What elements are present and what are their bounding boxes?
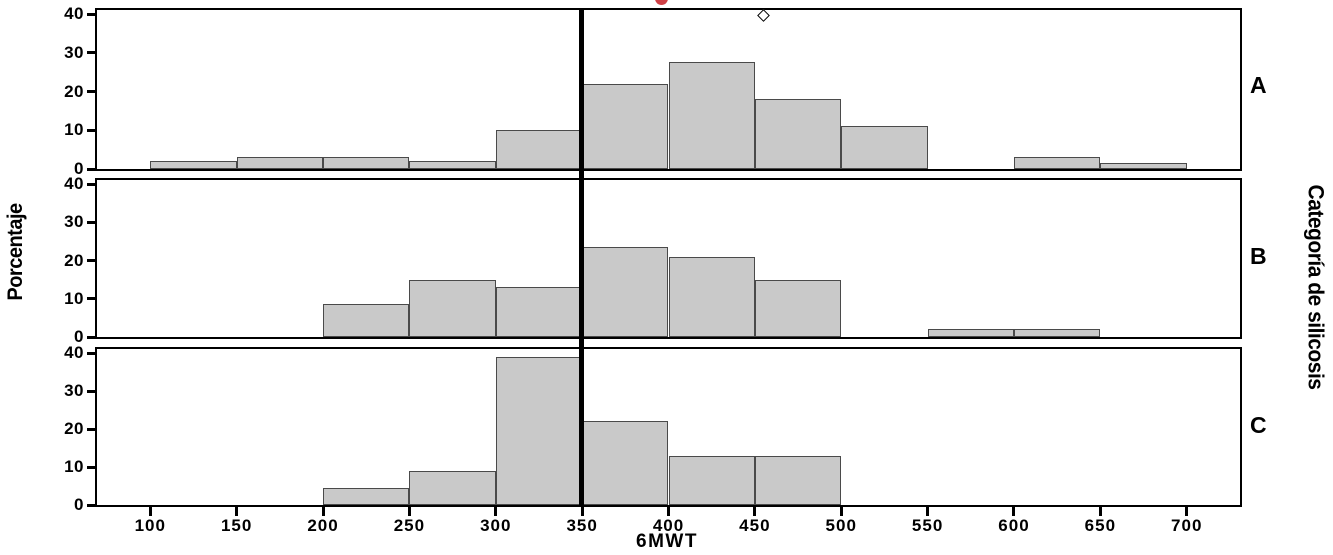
y-tick-label: 30 [64,42,84,62]
histogram-bar [1013,157,1101,169]
x-tick [407,507,411,516]
histogram-bar [409,161,496,169]
y-tick [87,90,95,93]
histogram-bar [582,83,669,169]
y-tick [87,12,95,16]
histogram-bar [668,256,755,337]
y-tick-label: 0 [74,495,84,514]
histogram-bar [754,99,842,169]
x-tick [1185,507,1189,516]
histogram-bar [1013,329,1101,337]
y-tick-label: 10 [64,120,84,140]
y-tick [87,427,95,431]
histogram-bar [927,329,1014,337]
y-tick-label: 30 [64,212,84,232]
histogram-bar [409,470,496,505]
y-tick-label: 0 [74,327,84,346]
x-tick [1012,507,1016,516]
histogram-bar [754,455,842,505]
x-tick [839,507,843,516]
histogram-bar [841,126,928,169]
x-axis-title: 6MWT [636,531,698,552]
x-tick [321,507,325,516]
x-tick-label: 100 [134,516,166,535]
x-tick-label: 400 [652,516,685,535]
histogram-bar [323,487,410,505]
panel-c-letter: C [1250,412,1268,438]
histogram-bar [495,130,583,169]
x-tick [494,507,498,516]
y-tick-label: 20 [64,250,84,270]
x-tick-label: 450 [739,516,771,535]
x-tick [926,507,930,516]
y-axis-title: Porcentaje [3,203,28,301]
y-tick [87,389,95,393]
histogram-bar [409,279,496,337]
y-tick-label: 10 [64,457,84,476]
x-tick [1098,507,1102,516]
y-tick [87,51,95,55]
histogram-bar [582,421,669,505]
y-tick-label: 40 [64,174,84,193]
histogram-bar [150,161,237,169]
x-tick [580,507,584,516]
x-tick-label: 700 [1171,516,1203,535]
y-tick-label: 40 [64,343,84,362]
panel-axis-title: Categoría de silicosis [1303,184,1328,390]
x-tick-label: 600 [998,516,1030,535]
histogram-bar [754,279,842,337]
y-tick [87,503,95,507]
histogram-bar [582,247,669,337]
y-tick-label: 30 [64,381,84,400]
y-tick-label: 40 [64,4,84,23]
y-tick [87,335,95,339]
y-tick-label: 20 [64,81,84,101]
histogram-bar [668,62,755,169]
x-tick [148,507,152,516]
y-tick-label: 0 [74,159,84,178]
x-tick [667,507,670,516]
x-tick-label: 650 [1084,516,1117,535]
y-tick [87,220,95,224]
y-tick [87,128,95,132]
x-tick [753,507,757,516]
histogram-bar [323,157,410,169]
x-tick-label: 300 [480,516,512,535]
panel-a-letter: A [1250,72,1268,98]
x-tick-label: 500 [825,516,857,535]
histogram-bar [495,356,583,505]
histogram-bar [1100,163,1187,169]
cropped-red-mark [655,0,668,5]
histogram-bar [668,455,755,505]
y-tick [87,259,95,262]
x-tick-label: 550 [911,516,944,535]
y-tick [87,465,95,469]
panel-b-letter: B [1250,243,1268,269]
y-tick [87,167,95,171]
y-tick-label: 20 [64,419,84,438]
reference-line-350 [578,8,584,507]
x-tick-label: 350 [566,516,598,535]
y-tick [87,351,95,355]
y-tick-label: 10 [64,288,84,308]
y-tick [87,297,95,301]
histogram-bar [495,287,583,337]
x-tick [235,507,239,516]
histogram-bar [323,304,410,337]
histogram-bar [236,157,323,169]
y-tick [87,182,95,186]
x-tick-label: 200 [307,516,339,535]
x-tick-label: 250 [393,516,426,535]
x-tick-label: 150 [220,516,253,535]
